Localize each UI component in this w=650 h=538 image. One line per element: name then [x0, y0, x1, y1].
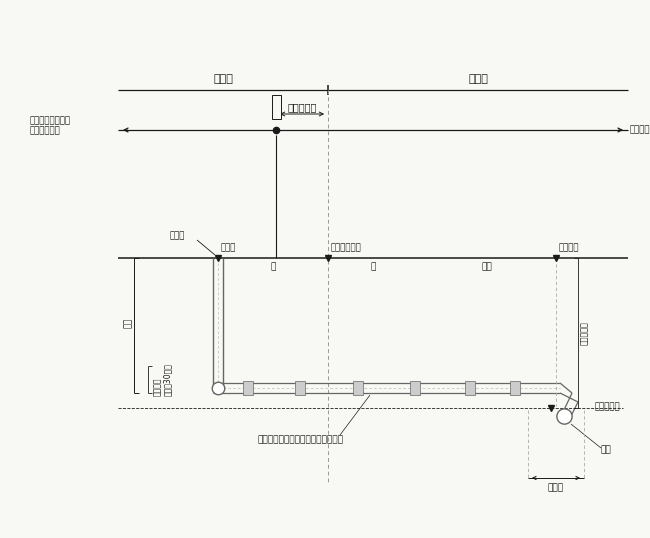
- Bar: [510, 381, 520, 395]
- Bar: [243, 381, 253, 395]
- Text: 取付管　下水道用硬質塩化ビニル管: 取付管 下水道用硬質塩化ビニル管: [257, 435, 343, 444]
- Text: １，０００: １，０００: [287, 102, 317, 112]
- Text: 市が管理する範囲: 市が管理する範囲: [630, 125, 650, 134]
- Text: 桝深: 桝深: [124, 318, 133, 328]
- Text: 掘削幅: 掘削幅: [548, 484, 564, 492]
- Text: ｇ: ｇ: [270, 263, 276, 272]
- Text: 本管ＧＬ: 本管ＧＬ: [559, 244, 580, 252]
- Text: Ａｓ: Ａｓ: [482, 263, 493, 272]
- Bar: [465, 381, 475, 395]
- Bar: [353, 381, 363, 395]
- Text: 民　地: 民 地: [213, 74, 233, 84]
- Text: 桝ＧＬ: 桝ＧＬ: [221, 244, 237, 252]
- Text: 本管土被り: 本管土被り: [580, 321, 588, 345]
- Text: 本管: 本管: [601, 445, 612, 455]
- Text: 官民境界ＧＬ: 官民境界ＧＬ: [331, 244, 362, 252]
- Bar: [295, 381, 305, 395]
- Bar: [410, 381, 420, 395]
- Text: 汚水桝: 汚水桝: [170, 231, 185, 240]
- Text: 接続余裕
（底部30㎝）: 接続余裕 （底部30㎝）: [153, 363, 172, 396]
- Text: 本管管頂高: 本管管頂高: [594, 402, 620, 412]
- Text: ｇ: ｇ: [370, 263, 376, 272]
- Text: 公　道: 公 道: [468, 74, 488, 84]
- Text: 設置者・使用者が
管理する範囲: 設置者・使用者が 管理する範囲: [30, 116, 71, 136]
- Bar: [272, 95, 281, 119]
